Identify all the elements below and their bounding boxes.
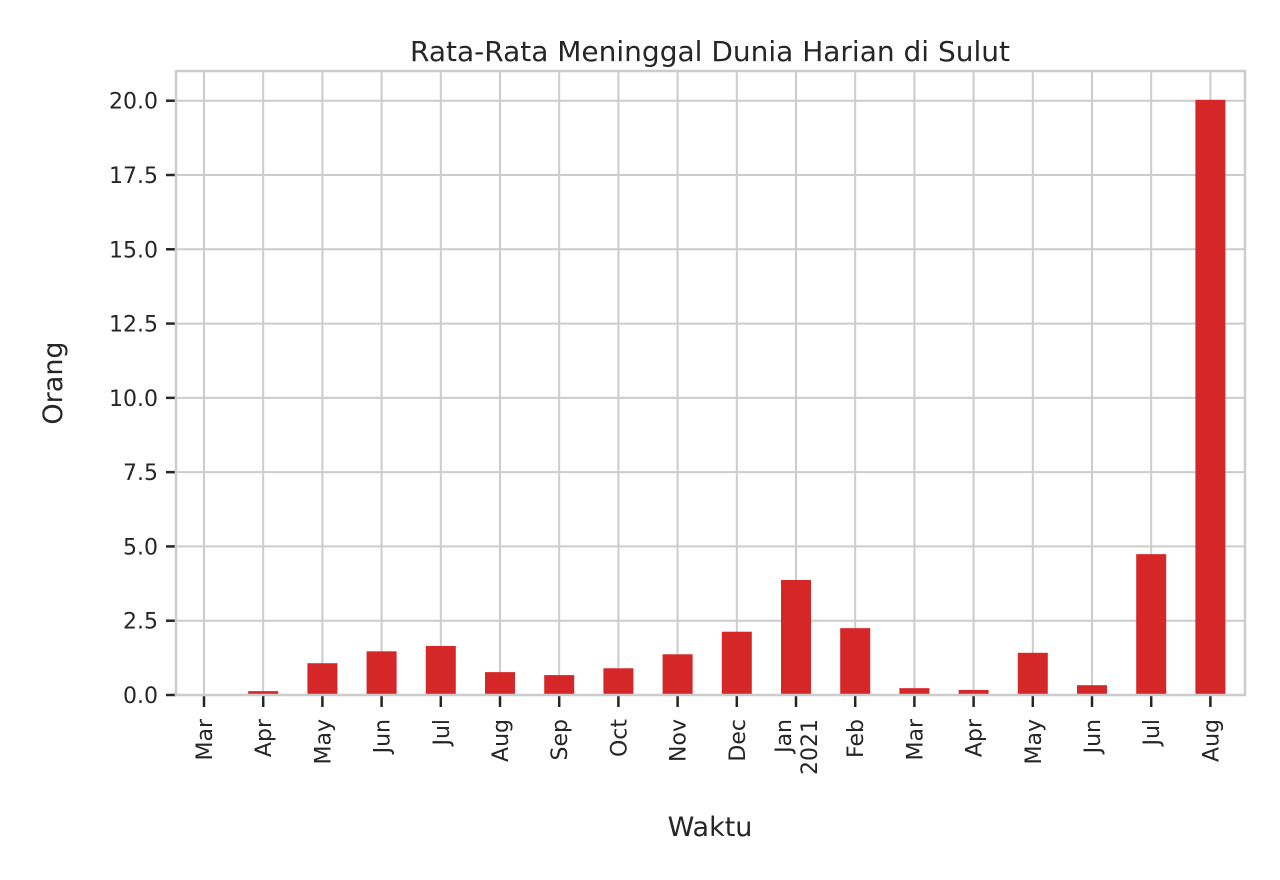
x-tick-label-line: Mar [903, 718, 928, 760]
y-tick-label: 2.5 [123, 610, 158, 635]
y-tick-label: 5.0 [123, 535, 158, 560]
bar [248, 691, 279, 695]
y-tick-label: 17.5 [109, 164, 158, 189]
x-tick-label: Aug [1199, 719, 1224, 762]
x-tick-label: Apr [963, 718, 988, 757]
x-tick-label-line: May [1022, 719, 1047, 764]
bar [366, 651, 397, 695]
x-tick-label-line: May [311, 719, 336, 764]
bar [1077, 685, 1107, 695]
bar [603, 668, 634, 695]
bar [958, 689, 989, 695]
x-tick-label: Jun [371, 719, 396, 755]
x-tick-label: Aug [489, 719, 514, 762]
x-axis: Mar Apr May Jun Jul Aug Sep Oct Nov Dec Jan 2021 Feb… [193, 695, 1224, 775]
grid [176, 71, 1245, 696]
bar [721, 631, 752, 695]
bar [425, 645, 456, 695]
plot-frame [174, 69, 1247, 697]
bar [781, 580, 811, 695]
x-tick-label-line: 2021 [798, 719, 823, 775]
x-tick-label: Mar [903, 718, 928, 760]
x-tick-label: Dec [726, 719, 751, 762]
bar [1017, 652, 1048, 695]
bar [544, 675, 575, 695]
x-tick-label-line: Jul [1140, 719, 1165, 748]
x-tick-label-line: Dec [726, 719, 751, 762]
y-tick-label: 7.5 [123, 461, 158, 486]
x-tick-label: Mar [193, 718, 218, 760]
x-tick-label: May [311, 719, 336, 764]
bar [840, 628, 871, 695]
x-tick-label-line: Nov [667, 719, 692, 762]
x-tick-label: Jul [430, 719, 455, 748]
bar [485, 672, 515, 695]
x-tick-label: Feb [844, 719, 869, 758]
bar [1136, 554, 1167, 695]
x-tick-label: Nov [667, 719, 692, 762]
x-tick-label-line: Aug [1199, 719, 1224, 762]
x-tick-label: May [1022, 719, 1047, 764]
x-tick-label-line: Oct [607, 719, 632, 757]
x-tick-label-line: Jun [371, 719, 396, 755]
x-tick-label: Jan 2021 [772, 719, 823, 775]
y-tick-label: 0.0 [123, 684, 158, 709]
bar [662, 654, 693, 695]
y-axis: 0.0 2.5 5.0 7.5 10.0 12.5 15.0 17.5 20.0 [109, 90, 176, 709]
bar [1195, 99, 1226, 695]
x-axis-label: Waktu [668, 812, 753, 843]
x-tick-label: Sep [548, 719, 573, 760]
x-tick-label: Apr [252, 718, 277, 757]
y-tick-label: 20.0 [109, 90, 158, 115]
x-tick-label-line: Apr [252, 718, 277, 757]
y-axis-label: Orang [38, 341, 69, 424]
x-tick-label-line: Jan [772, 719, 797, 755]
x-tick-label-line: Apr [963, 718, 988, 757]
y-tick-label: 10.0 [109, 387, 158, 412]
x-tick-label-line: Mar [193, 718, 218, 760]
x-tick-label: Oct [607, 719, 632, 757]
x-tick-label-line: Sep [548, 719, 573, 760]
x-tick-label: Jul [1140, 719, 1165, 748]
y-tick-label: 15.0 [109, 238, 158, 263]
x-tick-label-line: Aug [489, 719, 514, 762]
chart-title: Rata-Rata Meninggal Dunia Harian di Sulu… [410, 35, 1010, 68]
bar [307, 663, 338, 695]
x-tick-label-line: Jun [1081, 719, 1106, 755]
x-tick-label-line: Feb [844, 719, 869, 758]
x-tick-label-line: Jul [430, 719, 455, 748]
bar [899, 688, 930, 695]
bars [248, 99, 1226, 695]
x-tick-label: Jun [1081, 719, 1106, 755]
y-tick-label: 12.5 [109, 313, 158, 338]
